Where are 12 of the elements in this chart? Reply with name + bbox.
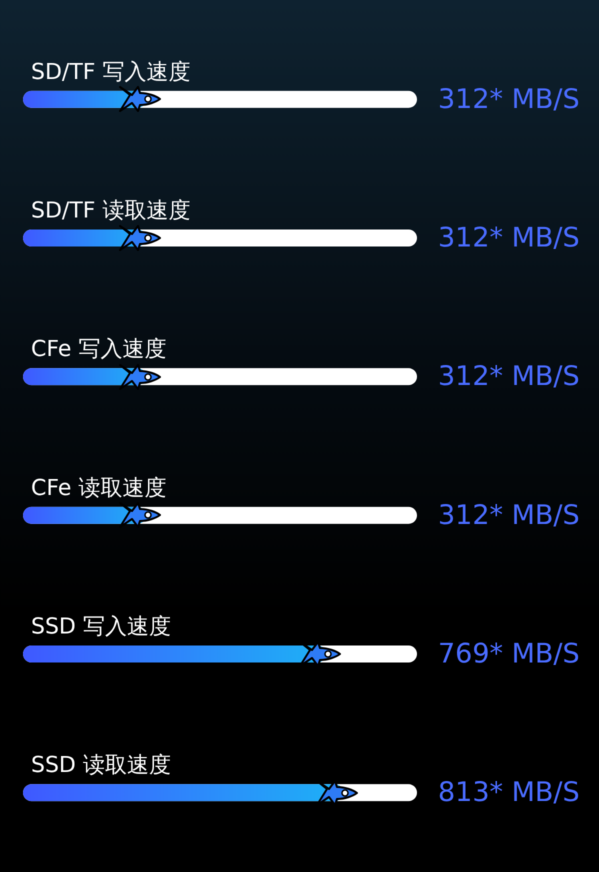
- data-label: 312* MB/S: [438, 500, 580, 531]
- data-label: 312* MB/S: [438, 361, 580, 392]
- data-label: 813* MB/S: [438, 777, 580, 808]
- data-label: 312* MB/S: [438, 222, 580, 254]
- y-tick-label: SD/TF 读取速度: [31, 198, 190, 224]
- y-tick-label: SSD 读取速度: [31, 753, 171, 778]
- data-label: 769* MB/S: [438, 638, 580, 670]
- y-tick-label: SD/TF 写入速度: [31, 60, 190, 85]
- y-tick-label: CFe 写入速度: [31, 337, 166, 362]
- y-tick-label: SSD 写入速度: [31, 614, 171, 640]
- data-label: 312* MB/S: [438, 84, 580, 115]
- y-tick-label: CFe 读取速度: [31, 476, 166, 501]
